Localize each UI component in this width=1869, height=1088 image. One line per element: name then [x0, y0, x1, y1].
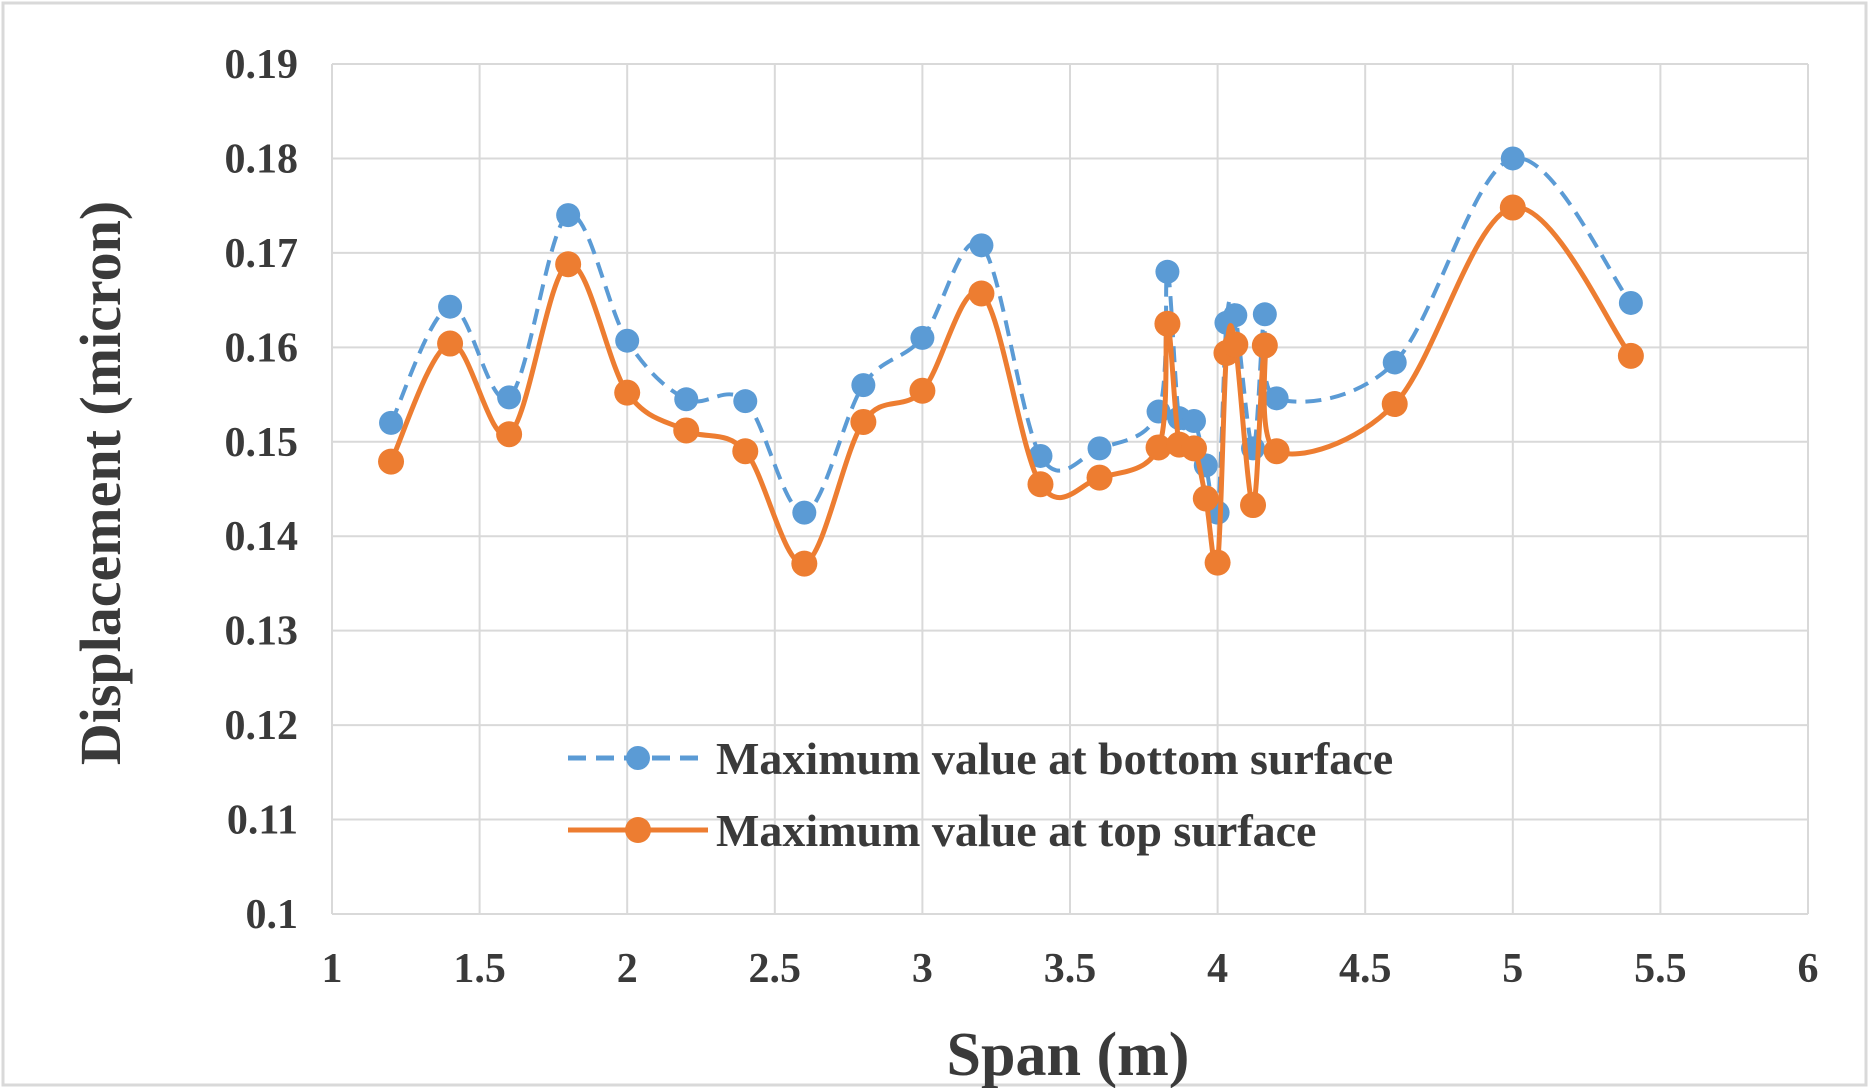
data-point	[496, 421, 523, 448]
data-point	[1027, 471, 1054, 498]
x-tick-label: 4.5	[1339, 946, 1392, 992]
data-point	[969, 233, 994, 258]
data-point	[1240, 492, 1267, 519]
x-axis-ticks: 1 1.5 2 2.5 3 3.5 4 4.5 5 5.5 6	[322, 946, 1819, 992]
x-tick-label: 3	[912, 946, 933, 992]
data-point	[1154, 310, 1181, 337]
data-point	[851, 373, 876, 398]
data-point	[910, 325, 935, 350]
y-tick-label: 0.12	[225, 703, 299, 749]
data-point	[555, 251, 582, 278]
data-point	[1500, 146, 1525, 171]
y-axis-ticks: 0.19 0.18 0.17 0.16 0.15 0.14 0.13 0.12 0.11 0.1	[225, 42, 299, 938]
data-point	[1263, 438, 1290, 465]
legend-label-bottom-surface: Maximum value at bottom surface	[716, 733, 1393, 784]
x-tick-label: 2.5	[749, 946, 802, 992]
legend-marker-bottom-surface	[626, 746, 650, 770]
x-tick-label: 1.5	[453, 946, 506, 992]
data-point	[1381, 391, 1408, 417]
data-point	[1145, 434, 1172, 461]
data-point	[437, 330, 464, 357]
y-axis-title: Displacement (micron)	[68, 201, 133, 765]
data-point	[1192, 485, 1219, 512]
data-point	[1181, 409, 1206, 433]
data-point	[1204, 549, 1231, 576]
data-point	[1222, 331, 1249, 358]
x-tick-label: 3.5	[1044, 946, 1097, 992]
y-tick-label: 0.16	[225, 325, 299, 371]
data-point	[1252, 302, 1277, 327]
y-tick-label: 0.11	[227, 798, 298, 844]
data-point	[614, 379, 641, 406]
data-point	[1155, 259, 1180, 284]
data-point	[378, 448, 405, 475]
data-point	[1618, 290, 1643, 315]
data-point	[1264, 386, 1289, 411]
y-tick-label: 0.13	[225, 609, 299, 655]
data-point	[792, 500, 817, 525]
y-tick-label: 0.17	[225, 231, 299, 277]
data-point	[1028, 443, 1053, 468]
x-tick-label: 5.5	[1634, 946, 1687, 992]
data-point	[968, 280, 995, 307]
x-tick-label: 1	[322, 946, 343, 992]
series-top-surface	[378, 194, 1644, 577]
legend-marker-top-surface	[625, 817, 651, 843]
legend: Maximum value at bottom surface Maximum …	[568, 733, 1393, 856]
data-point	[438, 294, 463, 319]
y-tick-label: 0.14	[225, 514, 299, 560]
y-tick-label: 0.18	[225, 136, 299, 182]
data-point	[673, 417, 700, 444]
data-point	[674, 387, 699, 412]
data-point	[1180, 435, 1207, 462]
x-tick-label: 6	[1798, 946, 1819, 992]
data-point	[791, 550, 818, 577]
gridlines	[331, 63, 1809, 915]
data-point	[1617, 342, 1644, 369]
data-point	[732, 438, 759, 465]
y-tick-label: 0.19	[225, 42, 299, 88]
data-point	[909, 377, 936, 404]
data-point	[379, 410, 404, 435]
data-point	[1087, 436, 1112, 461]
x-tick-label: 5	[1502, 946, 1523, 992]
data-point	[1086, 464, 1113, 491]
series-group	[378, 146, 1644, 577]
x-tick-label: 2	[617, 946, 638, 992]
legend-label-top-surface: Maximum value at top surface	[716, 805, 1316, 856]
y-tick-label: 0.15	[225, 420, 299, 466]
data-point	[615, 328, 640, 353]
data-point	[1499, 194, 1526, 221]
data-point	[733, 389, 758, 414]
x-tick-label: 4	[1207, 946, 1228, 992]
data-point	[1382, 350, 1407, 375]
series-bottom-surface	[379, 146, 1643, 525]
x-axis-title: Span (m)	[947, 1021, 1190, 1088]
data-point	[497, 385, 522, 410]
data-point	[556, 203, 581, 228]
y-tick-label: 0.1	[246, 892, 299, 938]
data-point	[1223, 303, 1248, 328]
data-point	[850, 408, 877, 435]
data-point	[1251, 332, 1278, 359]
